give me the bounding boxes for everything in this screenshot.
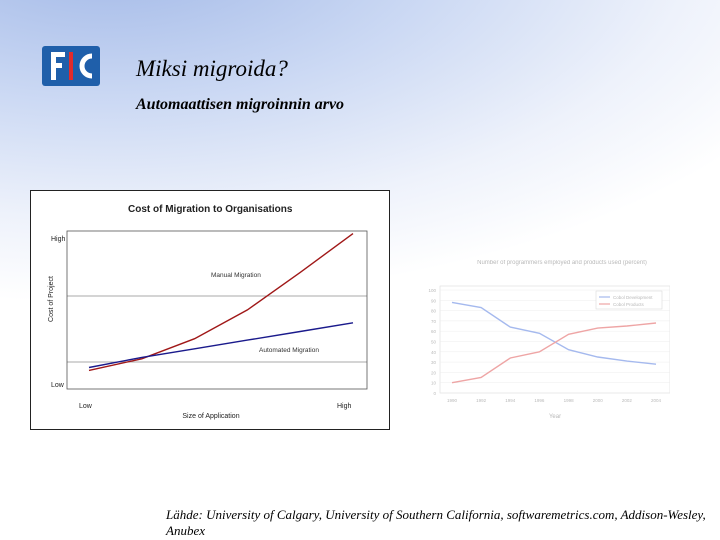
chart2-ytick-label: 0 [433, 391, 436, 396]
chart2-ytick-label: 100 [428, 288, 436, 293]
page-subtitle: Automaattisen migroinnin arvo [136, 96, 345, 113]
chart2-xtick-label: 1996 [534, 398, 545, 403]
cobol-development-line [451, 301, 657, 365]
chart1-xlabel: Size of Application [182, 413, 239, 420]
cobol-trend-svg: Number of programmers employed and produ… [428, 260, 671, 420]
page-title: Miksi migroida? [136, 56, 288, 81]
legend-cobol-products: Cobol Products [613, 302, 645, 307]
cobol-products-line [451, 322, 657, 384]
chart1-title: Cost of Migration to Organisations [128, 204, 293, 215]
cost-of-migration-chart: Cost of Migration to Organisations Cost … [30, 190, 390, 430]
fsc-logo [42, 46, 100, 86]
chart1-plot-area [66, 230, 368, 390]
chart2-ytick-label: 80 [431, 309, 437, 314]
chart2-xtick-label: 2002 [622, 398, 633, 403]
chart1-xtick-low: Low [79, 403, 93, 410]
chart2-xtick-label: 1998 [564, 398, 575, 403]
legend-cobol-development: Cobol Development [613, 295, 653, 300]
chart2-xtick-label: 1994 [505, 398, 516, 403]
chart2-ytick-label: 60 [431, 329, 437, 334]
manual-migration-line [88, 233, 354, 372]
logo-red-bar [69, 52, 73, 80]
chart1-xtick-high: High [337, 403, 352, 410]
chart2-title: Number of programmers employed and produ… [477, 260, 647, 266]
automated-migration-label: Automated Migration [259, 347, 319, 354]
chart2-ytick-label: 70 [431, 319, 437, 324]
chart2-xtick-label: 1990 [447, 398, 458, 403]
chart1-ytick-high: High [51, 236, 66, 243]
chart2-xtick-label: 2004 [651, 398, 662, 403]
source-note: Lähde: University of Calgary, University… [166, 507, 706, 538]
chart2-legend: Cobol Development Cobol Products [595, 290, 663, 310]
chart2-xlabel: Year [549, 414, 561, 420]
chart2-ytick-label: 40 [431, 350, 437, 355]
chart2-ytick-label: 50 [431, 340, 437, 345]
chart1-ytick-low: Low [51, 382, 65, 389]
cobol-trend-chart: Number of programmers employed and produ… [412, 250, 671, 420]
chart2-ytick-label: 10 [431, 381, 437, 386]
cost-of-migration-svg: Cost of Migration to Organisations Cost … [48, 204, 368, 420]
automated-migration-line [88, 322, 354, 369]
manual-migration-label: Manual Migration [211, 272, 261, 279]
chart2-xtick-label: 2000 [593, 398, 604, 403]
chart2-ytick-label: 20 [431, 370, 437, 375]
chart2-xtick-label: 1992 [476, 398, 487, 403]
chart2-ytick-label: 30 [431, 360, 437, 365]
chart2-ytick-label: 90 [431, 298, 437, 303]
chart1-ylabel: Cost of Project [48, 276, 55, 322]
